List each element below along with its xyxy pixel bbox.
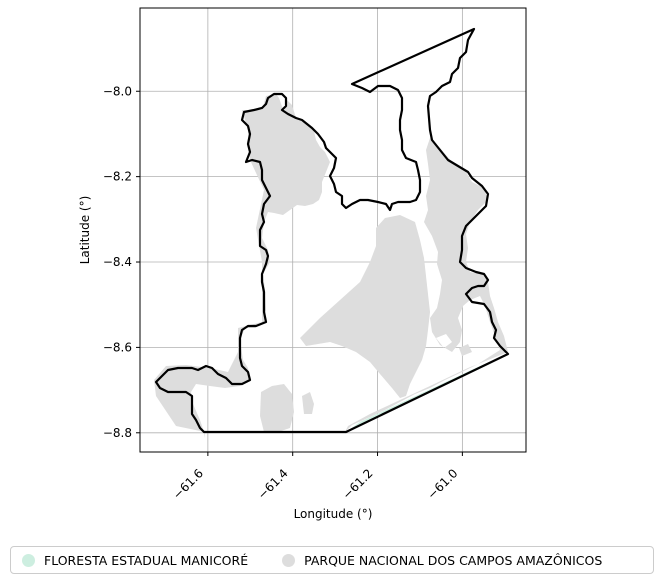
legend-label-floresta: FLORESTA ESTADUAL MANICORÉ — [44, 552, 249, 568]
x-tick-label-0: −61.6 — [170, 466, 206, 502]
y-tick-label-4: −8.8 — [103, 426, 132, 440]
legend-marker-floresta — [22, 553, 35, 567]
x-tick-label-3: −61.0 — [425, 466, 461, 502]
x-tick-label-2: −61.2 — [340, 466, 376, 502]
legend-label-parque: PARQUE NACIONAL DOS CAMPOS AMAZÔNICOS — [304, 552, 603, 568]
y-tick-label-2: −8.4 — [103, 255, 132, 269]
plot-area — [140, 8, 526, 452]
legend-item-floresta: FLORESTA ESTADUAL MANICORÉ — [22, 553, 248, 568]
region-outline — [154, 27, 510, 434]
y-tick-label-1: −8.2 — [103, 170, 132, 184]
x-axis-label: Longitude (°) — [294, 507, 373, 521]
y-tick-label-0: −8.0 — [103, 84, 132, 98]
legend-item-parque: PARQUE NACIONAL DOS CAMPOS AMAZÔNICOS — [282, 553, 602, 568]
legend-marker-parque — [282, 553, 296, 567]
y-tick-label-3: −8.6 — [103, 340, 132, 354]
x-tick-label-1: −61.4 — [255, 466, 291, 502]
y-axis-label: Latitude (°) — [78, 196, 92, 265]
legend: FLORESTA ESTADUAL MANICORÉ PARQUE NACION… — [10, 546, 654, 574]
parque-nacional-polygon — [154, 94, 508, 438]
axes-frame — [139, 7, 527, 453]
